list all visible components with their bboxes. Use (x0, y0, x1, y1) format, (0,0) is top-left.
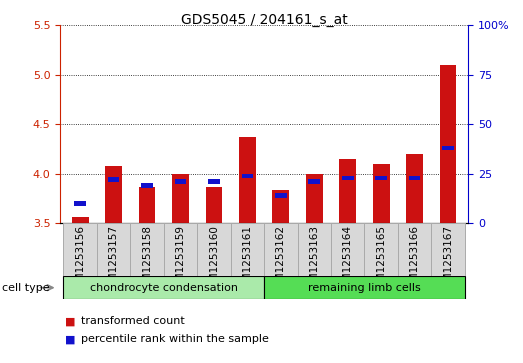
Bar (63, 223, 97, 276)
Bar (398, 223, 431, 276)
Bar (105, 166, 122, 223)
Bar (97, 223, 130, 276)
Bar (208, 179, 220, 184)
Bar (141, 183, 153, 188)
Text: GSM1253167: GSM1253167 (443, 225, 453, 295)
Bar (72, 217, 88, 223)
Bar (442, 146, 454, 150)
Text: remaining limb cells: remaining limb cells (308, 283, 421, 293)
Bar (130, 223, 164, 276)
Text: GDS5045 / 204161_s_at: GDS5045 / 204161_s_at (181, 13, 347, 27)
Bar (74, 201, 86, 206)
Text: GSM1253156: GSM1253156 (75, 225, 85, 295)
Text: GSM1253163: GSM1253163 (309, 225, 319, 295)
Bar (231, 223, 264, 276)
Text: GSM1253165: GSM1253165 (376, 225, 386, 295)
Bar (365, 223, 398, 276)
Text: GSM1253158: GSM1253158 (142, 225, 152, 295)
Text: GSM1253160: GSM1253160 (209, 225, 219, 295)
Bar (306, 174, 323, 223)
Bar (206, 187, 222, 223)
Text: GSM1253164: GSM1253164 (343, 225, 353, 295)
Bar (175, 179, 186, 184)
Bar (264, 276, 465, 299)
Bar (309, 179, 320, 184)
Text: ■: ■ (65, 316, 76, 326)
Text: GSM1253159: GSM1253159 (176, 225, 186, 295)
Bar (339, 159, 356, 223)
Text: GSM1253157: GSM1253157 (109, 225, 119, 295)
Text: GSM1253161: GSM1253161 (242, 225, 253, 295)
Bar (376, 176, 387, 180)
Bar (342, 176, 354, 180)
Bar (406, 154, 423, 223)
Text: cell type: cell type (2, 283, 49, 293)
Bar (242, 174, 253, 178)
Bar (197, 223, 231, 276)
Bar (172, 174, 189, 223)
Text: transformed count: transformed count (81, 316, 185, 326)
Bar (63, 276, 264, 299)
Bar (164, 223, 197, 276)
Bar (331, 223, 365, 276)
Text: GSM1253166: GSM1253166 (410, 225, 419, 295)
Bar (431, 223, 465, 276)
Bar (275, 193, 287, 198)
Text: chondrocyte condensation: chondrocyte condensation (90, 283, 238, 293)
Bar (239, 137, 256, 223)
Bar (272, 189, 289, 223)
Bar (264, 223, 298, 276)
Bar (298, 223, 331, 276)
Bar (139, 187, 155, 223)
Bar (373, 164, 390, 223)
Text: ■: ■ (65, 334, 76, 344)
Bar (108, 178, 119, 182)
Bar (440, 65, 457, 223)
Text: percentile rank within the sample: percentile rank within the sample (81, 334, 269, 344)
Text: GSM1253162: GSM1253162 (276, 225, 286, 295)
Bar (409, 176, 420, 180)
